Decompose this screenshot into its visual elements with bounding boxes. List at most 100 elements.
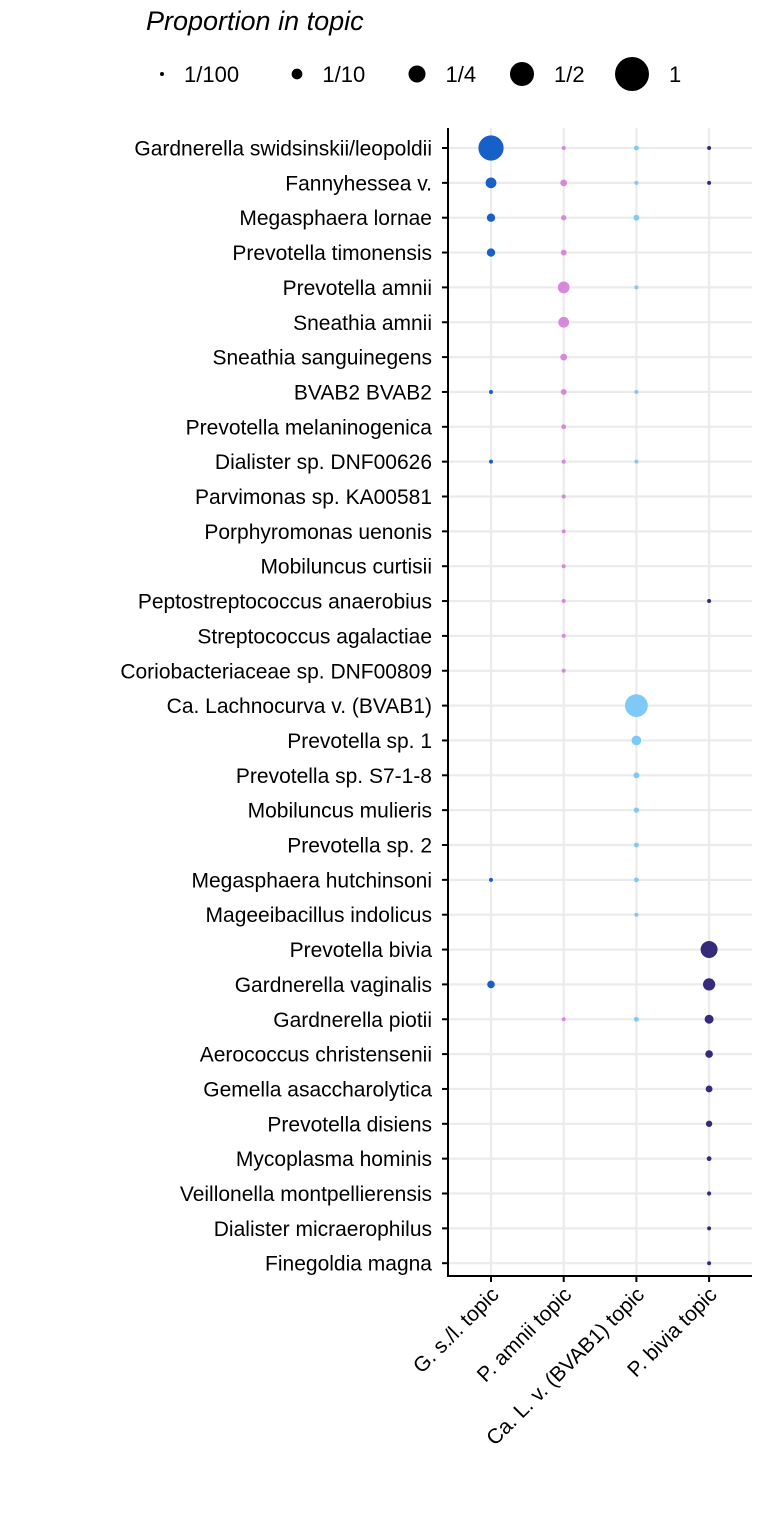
y-axis-tick-labels: Gardnerella swidsinskii/leopoldii Fannyhe… — [120, 138, 432, 1276]
point-gardnerella-piotii-p-amnii-topic — [561, 1017, 566, 1022]
point-gardnerella-piotii-p-bivia-topic — [704, 1014, 714, 1024]
y-tick-label-sneathia-sanguinegens: Sneathia sanguinegens — [212, 347, 432, 370]
point-prevotella-melaninogenica-p-amnii-topic — [561, 424, 567, 430]
point-finegoldia-magna-p-bivia-topic — [707, 1261, 712, 1266]
plot-gridlines — [448, 128, 752, 1276]
point-bvab2-bvab2-p-amnii-topic — [560, 389, 567, 395]
point-peptostreptococcus-anaerobius-p-amnii-topic — [561, 599, 566, 604]
y-tick-label-megasphaera-lornae: Megasphaera lornae — [239, 207, 432, 230]
y-tick-label-gardnerella-vaginalis: Gardnerella vaginalis — [235, 974, 432, 997]
point-prevotella-amnii-p-amnii-topic — [557, 281, 570, 294]
point-veillonella-montpellierensis-p-bivia-topic — [707, 1191, 712, 1196]
point-mycoplasma-hominis-p-bivia-topic — [706, 1156, 712, 1162]
y-tick-label-prevotella-melaninogenica: Prevotella melaninogenica — [186, 416, 433, 439]
point-megasphaera-hutchinsoni-ca-l-v-bvab1-topic — [633, 877, 639, 883]
point-ca-lachnocurva-v-bvab1-ca-l-v-bvab1-topic — [624, 694, 648, 718]
y-tick-label-porphyromonas-uenonis: Porphyromonas uenonis — [204, 521, 432, 544]
point-prevotella-sp-s7-1-8-ca-l-v-bvab1-topic — [633, 772, 640, 779]
point-gardnerella-swidsinskii-leopoldii-g-s-l-topic — [478, 135, 504, 161]
y-tick-label-prevotella-bivia: Prevotella bivia — [290, 939, 433, 962]
point-gardnerella-vaginalis-p-bivia-topic — [702, 978, 716, 991]
y-tick-label-veillonella-montpellierensis: Veillonella montpellierensis — [180, 1183, 432, 1206]
point-fannyhessea-v-p-amnii-topic — [560, 179, 568, 187]
point-gardnerella-swidsinskii-leopoldii-ca-l-v-bvab1-topic — [633, 145, 639, 151]
y-tick-label-aerococcus-christensenii: Aerococcus christensenii — [200, 1044, 432, 1067]
point-prevotella-sp-2-ca-l-v-bvab1-topic — [633, 842, 639, 848]
legend: Proportion in topic 1/100 1/10 1/4 1/2 1 — [146, 6, 681, 91]
y-tick-label-prevotella-sp-s7-1-8: Prevotella sp. S7-1-8 — [236, 765, 432, 788]
point-sneathia-sanguinegens-p-amnii-topic — [560, 353, 568, 361]
y-tick-label-prevotella-sp-2: Prevotella sp. 2 — [287, 835, 432, 858]
y-tick-label-prevotella-sp-1: Prevotella sp. 1 — [287, 730, 432, 753]
y-tick-label-prevotella-timonensis: Prevotella timonensis — [232, 242, 432, 265]
point-parvimonas-sp-ka00581-p-amnii-topic — [561, 494, 566, 499]
point-dialister-sp-dnf00626-g-s-l-topic — [489, 459, 493, 464]
point-mobiluncus-mulieris-ca-l-v-bvab1-topic — [633, 807, 640, 813]
point-prevotella-timonensis-g-s-l-topic — [486, 248, 496, 257]
y-tick-label-prevotella-disiens: Prevotella disiens — [267, 1113, 432, 1136]
data-points — [478, 135, 718, 1266]
point-dialister-micraerophilus-p-bivia-topic — [707, 1226, 712, 1231]
point-megasphaera-lornae-g-s-l-topic — [486, 213, 496, 222]
point-fannyhessea-v-p-bivia-topic — [707, 180, 712, 185]
y-tick-label-parvimonas-sp-ka00581: Parvimonas sp. KA00581 — [195, 486, 432, 509]
y-tick-label-prevotella-amnii: Prevotella amnii — [283, 277, 432, 300]
point-aerococcus-christensenii-p-bivia-topic — [705, 1050, 713, 1058]
point-bvab2-bvab2-g-s-l-topic — [489, 389, 493, 394]
legend-entries: 1/100 1/10 1/4 1/2 1 — [160, 57, 681, 91]
y-tick-label-sneathia-amnii: Sneathia amnii — [293, 312, 432, 335]
point-porphyromonas-uenonis-p-amnii-topic — [561, 529, 566, 534]
legend-label-1-10: 1/10 — [322, 62, 365, 87]
legend-label-1-4: 1/4 — [446, 62, 477, 87]
legend-key-1-100 — [160, 72, 164, 76]
legend-key-1-10 — [291, 68, 303, 80]
point-sneathia-amnii-p-amnii-topic — [558, 316, 570, 328]
point-fannyhessea-v-g-s-l-topic — [485, 177, 497, 189]
point-gardnerella-vaginalis-g-s-l-topic — [487, 980, 495, 989]
y-tick-label-mobiluncus-mulieris: Mobiluncus mulieris — [248, 800, 432, 823]
y-tick-label-ca-lachnocurva-v-bvab1: Ca. Lachnocurva v. (BVAB1) — [167, 695, 432, 718]
point-gardnerella-piotii-ca-l-v-bvab1-topic — [633, 1016, 639, 1022]
point-mobiluncus-curtisii-p-amnii-topic — [561, 564, 566, 569]
point-prevotella-amnii-ca-l-v-bvab1-topic — [634, 285, 639, 290]
point-prevotella-sp-1-ca-l-v-bvab1-topic — [631, 735, 642, 746]
point-dialister-sp-dnf00626-ca-l-v-bvab1-topic — [634, 459, 639, 464]
point-dialister-sp-dnf00626-p-amnii-topic — [561, 459, 566, 464]
point-prevotella-disiens-p-bivia-topic — [705, 1120, 713, 1127]
y-tick-label-bvab2-bvab2: BVAB2 BVAB2 — [294, 381, 432, 404]
point-megasphaera-lornae-p-amnii-topic — [561, 215, 567, 221]
y-tick-label-mobiluncus-curtisii: Mobiluncus curtisii — [260, 556, 432, 579]
point-bvab2-bvab2-ca-l-v-bvab1-topic — [634, 389, 639, 394]
point-prevotella-bivia-p-bivia-topic — [700, 941, 718, 959]
y-tick-label-streptococcus-agalactiae: Streptococcus agalactiae — [197, 625, 432, 648]
y-tick-label-peptostreptococcus-anaerobius: Peptostreptococcus anaerobius — [138, 591, 432, 614]
point-megasphaera-hutchinsoni-g-s-l-topic — [489, 877, 493, 882]
point-megasphaera-lornae-ca-l-v-bvab1-topic — [633, 214, 640, 221]
legend-label-1-2: 1/2 — [554, 62, 585, 87]
point-prevotella-timonensis-p-amnii-topic — [560, 249, 567, 256]
y-tick-label-gardnerella-swidsinskii-leopoldii: Gardnerella swidsinskii/leopoldii — [134, 138, 432, 161]
y-tick-label-gardnerella-piotii: Gardnerella piotii — [273, 1009, 432, 1032]
axes — [442, 128, 752, 1282]
legend-key-1-4 — [408, 65, 426, 83]
point-mageeibacillus-indolicus-ca-l-v-bvab1-topic — [634, 912, 639, 917]
y-tick-label-dialister-sp-dnf00626: Dialister sp. DNF00626 — [215, 451, 432, 474]
point-fannyhessea-v-ca-l-v-bvab1-topic — [634, 180, 639, 185]
y-tick-label-dialister-micraerophilus: Dialister micraerophilus — [214, 1218, 432, 1241]
point-gemella-asaccharolytica-p-bivia-topic — [705, 1085, 713, 1093]
legend-key-1 — [615, 57, 649, 91]
y-tick-label-gemella-asaccharolytica: Gemella asaccharolytica — [203, 1078, 432, 1101]
point-peptostreptococcus-anaerobius-p-bivia-topic — [707, 599, 712, 604]
y-tick-label-fannyhessea-v: Fannyhessea v. — [285, 172, 432, 195]
y-tick-label-finegoldia-magna: Finegoldia magna — [265, 1253, 432, 1276]
point-streptococcus-agalactiae-p-amnii-topic — [561, 633, 566, 638]
point-coriobacteriaceae-sp-dnf00809-p-amnii-topic — [561, 668, 566, 673]
legend-label-1: 1 — [669, 62, 681, 87]
y-tick-label-coriobacteriaceae-sp-dnf00809: Coriobacteriaceae sp. DNF00809 — [120, 660, 432, 683]
y-tick-label-mycoplasma-hominis: Mycoplasma hominis — [236, 1148, 432, 1171]
legend-label-1-100: 1/100 — [184, 62, 239, 87]
y-tick-label-megasphaera-hutchinsoni: Megasphaera hutchinsoni — [192, 869, 433, 892]
legend-title: Proportion in topic — [146, 6, 364, 36]
